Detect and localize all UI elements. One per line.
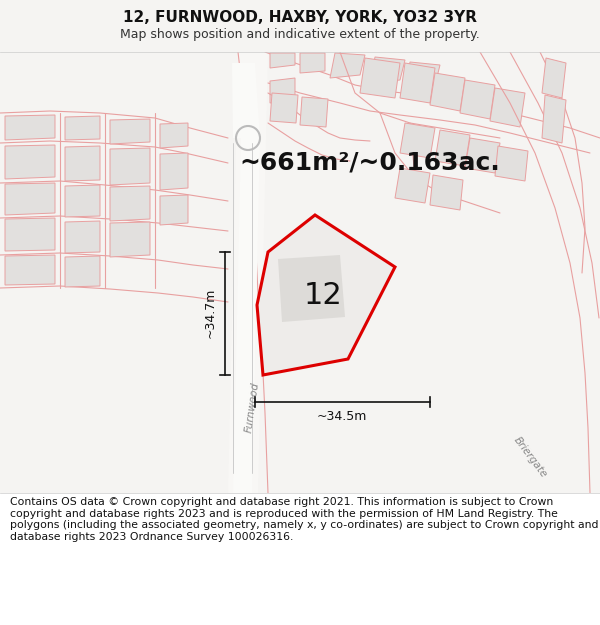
Polygon shape (110, 148, 150, 185)
Polygon shape (5, 145, 55, 179)
Text: 12, FURNWOOD, HAXBY, YORK, YO32 3YR: 12, FURNWOOD, HAXBY, YORK, YO32 3YR (123, 11, 477, 26)
Polygon shape (278, 255, 345, 322)
Polygon shape (465, 138, 500, 173)
Text: Briergate: Briergate (511, 434, 548, 479)
Polygon shape (5, 115, 55, 140)
Polygon shape (65, 256, 100, 287)
Text: Contains OS data © Crown copyright and database right 2021. This information is : Contains OS data © Crown copyright and d… (10, 497, 599, 542)
Polygon shape (65, 116, 100, 140)
Polygon shape (270, 93, 298, 123)
Polygon shape (300, 53, 325, 73)
Polygon shape (160, 195, 188, 225)
Polygon shape (430, 73, 465, 111)
Text: Furnwood: Furnwood (244, 381, 260, 433)
Polygon shape (110, 222, 150, 257)
Polygon shape (405, 62, 440, 87)
Polygon shape (233, 138, 260, 493)
Polygon shape (65, 185, 100, 217)
Polygon shape (490, 88, 525, 127)
Polygon shape (160, 153, 188, 190)
Polygon shape (300, 97, 328, 127)
Polygon shape (65, 221, 100, 253)
Polygon shape (270, 78, 295, 103)
Polygon shape (400, 123, 435, 158)
Polygon shape (542, 95, 566, 143)
Polygon shape (435, 130, 470, 166)
Polygon shape (460, 80, 495, 119)
Polygon shape (400, 63, 435, 103)
Polygon shape (160, 123, 188, 148)
Polygon shape (495, 146, 528, 181)
Polygon shape (542, 58, 566, 98)
Polygon shape (110, 186, 150, 221)
Polygon shape (270, 53, 295, 68)
Polygon shape (395, 168, 430, 203)
Polygon shape (5, 183, 55, 215)
Polygon shape (5, 218, 55, 251)
Polygon shape (360, 58, 400, 98)
Text: ~661m²/~0.163ac.: ~661m²/~0.163ac. (239, 150, 500, 174)
Polygon shape (370, 57, 405, 83)
Polygon shape (430, 175, 463, 210)
Polygon shape (330, 53, 365, 78)
Polygon shape (228, 52, 268, 493)
Polygon shape (65, 146, 100, 181)
Text: ~34.5m: ~34.5m (317, 411, 367, 424)
Polygon shape (5, 255, 55, 285)
Polygon shape (110, 119, 150, 144)
Polygon shape (257, 215, 395, 375)
Polygon shape (232, 63, 260, 138)
Text: ~34.7m: ~34.7m (203, 288, 217, 338)
Text: Map shows position and indicative extent of the property.: Map shows position and indicative extent… (120, 28, 480, 41)
Text: 12: 12 (303, 281, 342, 310)
